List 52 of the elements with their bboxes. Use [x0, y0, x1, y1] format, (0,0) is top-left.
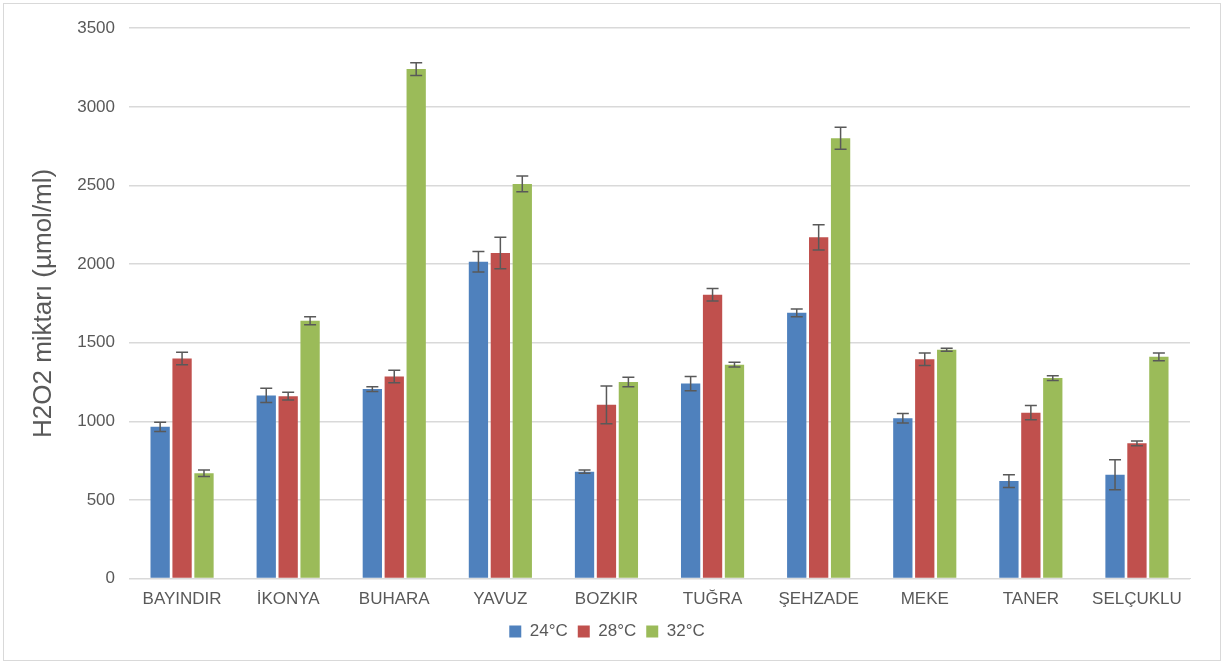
bar	[512, 183, 532, 578]
bar	[406, 69, 426, 578]
bar	[787, 312, 807, 578]
x-tick-label: SELÇUKLU	[1092, 589, 1182, 609]
bar	[1127, 443, 1147, 578]
bar	[830, 138, 851, 578]
bar	[915, 359, 935, 578]
x-tick-label: TANER	[1002, 589, 1060, 609]
legend-label: 24°C	[529, 621, 568, 641]
bar	[490, 253, 511, 578]
y-tick-label: 1000	[77, 411, 116, 431]
bar	[1043, 378, 1063, 578]
y-tick-label: 2500	[77, 175, 116, 195]
legend-label: 32°C	[666, 621, 705, 641]
x-tick-label: TUĞRA	[682, 589, 743, 609]
bar	[618, 382, 639, 578]
bar	[300, 320, 320, 578]
bar	[468, 261, 489, 578]
x-tick-label: BOZKIR	[574, 589, 639, 609]
y-axis-title: H2O2 miktarı (µmol/ml)	[26, 168, 57, 439]
x-tick-label: BAYINDIR	[142, 589, 222, 609]
bar	[937, 349, 957, 578]
x-tick-label: YAVUZ	[473, 589, 528, 609]
bar	[1021, 412, 1041, 578]
x-tick-label: İKONYA	[256, 589, 321, 609]
bar	[194, 473, 214, 578]
x-tick-label: ŞEHZADE	[778, 589, 859, 609]
bar	[384, 376, 404, 578]
y-tick-label: 0	[105, 568, 116, 588]
bar	[574, 471, 595, 578]
bar	[809, 237, 829, 578]
bar	[256, 395, 276, 578]
y-tick-label: 3000	[77, 96, 116, 116]
bar	[702, 294, 723, 578]
bar	[999, 481, 1019, 578]
y-tick-label: 2000	[77, 253, 116, 273]
bar	[362, 389, 382, 578]
x-tick-label: MEKE	[900, 589, 949, 609]
y-tick-label: 1500	[77, 332, 116, 352]
bar	[1105, 474, 1125, 578]
x-tick-label: BUHARA	[358, 589, 431, 609]
bar	[724, 364, 745, 578]
bar	[172, 358, 192, 578]
bar	[596, 404, 617, 578]
bar	[278, 396, 298, 578]
bar	[1149, 356, 1169, 578]
legend-label: 28°C	[598, 621, 637, 641]
y-tick-label: 3500	[77, 17, 116, 37]
bar	[150, 426, 170, 578]
y-tick-label: 500	[86, 489, 116, 509]
bar	[680, 383, 701, 578]
bar	[893, 418, 913, 578]
